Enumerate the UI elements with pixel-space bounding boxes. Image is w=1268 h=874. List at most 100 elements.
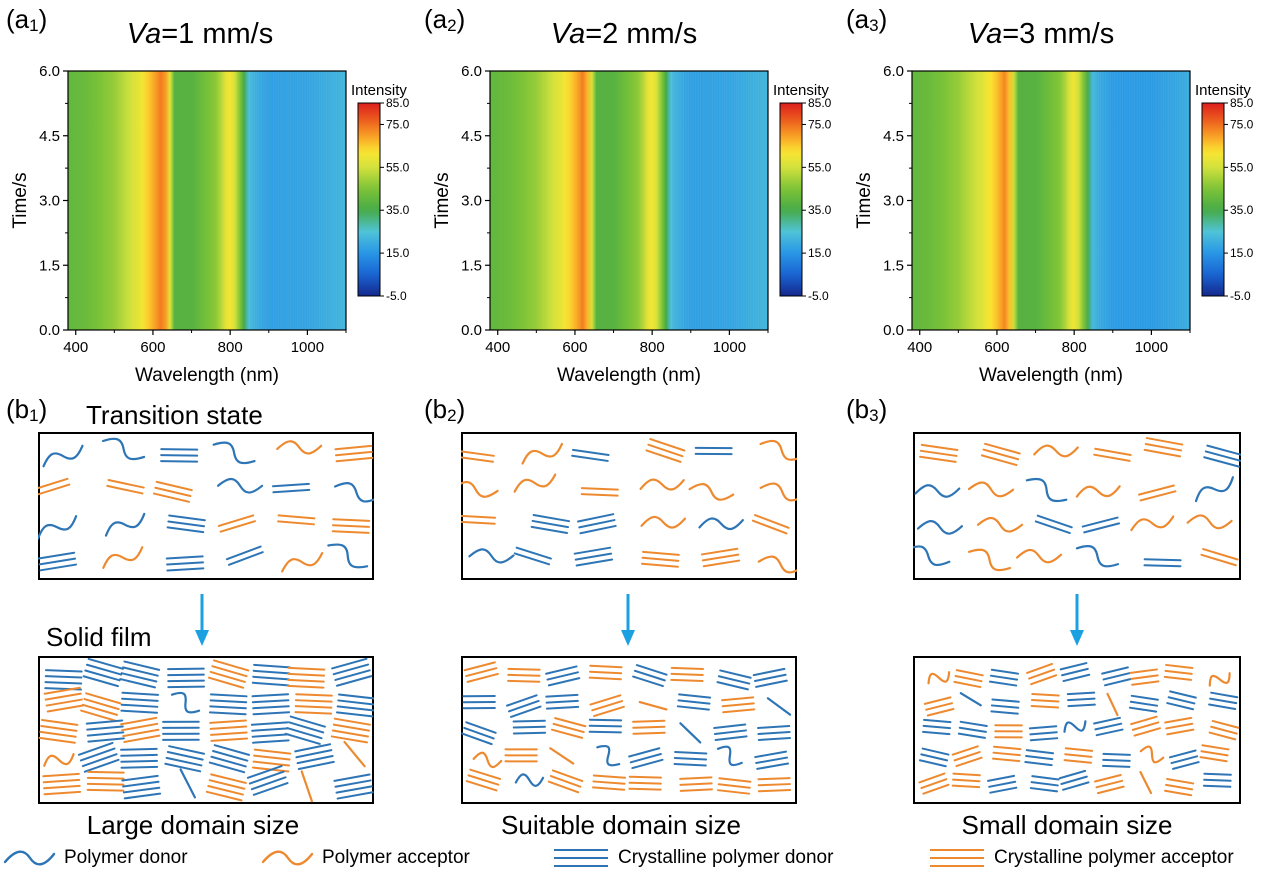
colorbar-tick-label: 15.0 <box>386 246 410 260</box>
polymer-donor-chain <box>716 745 743 767</box>
arrow-head <box>195 630 209 646</box>
stack-line <box>1130 674 1159 680</box>
stack-line <box>589 664 623 669</box>
stack-line <box>86 788 125 792</box>
stack-line <box>1209 697 1238 705</box>
polymer-donor-chain <box>1194 476 1235 503</box>
stack-line <box>507 673 541 677</box>
stack-line <box>166 561 205 566</box>
stack-line <box>988 780 1017 788</box>
crystalline-donor-stack <box>577 513 617 535</box>
stack-line <box>753 673 787 682</box>
acceptor-segment <box>638 700 668 711</box>
chart-title-1: Va=1 mm/s <box>126 18 274 50</box>
crystalline-donor-stack <box>208 744 251 774</box>
crystalline-acceptor-stack <box>751 514 790 535</box>
crystalline-acceptor-stack <box>628 775 662 791</box>
crystalline-donor-stack <box>120 747 159 769</box>
crystalline-acceptor-stack <box>580 487 619 497</box>
stack-line <box>86 725 124 731</box>
crystalline-acceptor-stack <box>152 480 193 503</box>
crystalline-donor-stack <box>1058 769 1090 791</box>
stack-line <box>631 758 664 770</box>
polymer-donor-chain <box>42 444 84 468</box>
crystalline-acceptor-stack <box>507 667 541 683</box>
panel-label-a1: (a1) <box>6 4 48 35</box>
stack-line <box>208 779 246 790</box>
stack-line <box>469 768 502 780</box>
colorbar-tick-label: 15.0 <box>1230 246 1254 260</box>
stack-line <box>120 753 158 757</box>
stack-line <box>670 672 704 676</box>
colorbar-tick-label: 15.0 <box>808 246 832 260</box>
stack-line <box>645 449 682 463</box>
stack-line <box>85 719 124 725</box>
crystalline-donor-stack <box>121 774 162 800</box>
crystalline-donor-stack <box>1203 444 1241 468</box>
stack-line <box>287 672 326 677</box>
stack-line <box>120 765 159 769</box>
stack-line <box>579 524 617 535</box>
stack-line <box>225 545 262 561</box>
stack-line <box>593 705 625 718</box>
stack-line <box>717 783 751 789</box>
stack-line <box>990 704 1020 709</box>
x-tick-label: 600 <box>984 339 1009 356</box>
crystalline-donor-stack <box>77 741 120 773</box>
stack-line <box>85 692 122 705</box>
legend-wave <box>261 850 314 866</box>
crystalline-acceptor-stack <box>1143 437 1184 458</box>
stack-line <box>588 670 623 675</box>
y-tick-label: 4.5 <box>39 128 60 145</box>
colorbar-tick-label: 85.0 <box>808 96 832 110</box>
stack-line <box>120 703 159 708</box>
x-tick-label: 800 <box>218 339 243 356</box>
stack-line <box>1206 444 1241 457</box>
stack-line <box>251 699 290 704</box>
stack-line <box>86 731 125 737</box>
stack-line <box>331 657 368 670</box>
stack-line <box>121 722 159 732</box>
stack-line <box>210 755 247 768</box>
stack-line <box>82 675 119 688</box>
stack-line <box>1170 755 1199 765</box>
crystalline-donor-stack <box>164 745 206 773</box>
crystalline-donor-stack <box>632 664 668 688</box>
stack-line <box>1102 752 1131 756</box>
stack-line <box>992 751 1021 757</box>
crystalline-donor-stack <box>1029 775 1060 793</box>
crystalline-acceptor-stack <box>331 518 371 534</box>
stack-line <box>546 671 579 681</box>
stack-line <box>716 681 749 691</box>
stack-line <box>83 758 120 773</box>
stack-line <box>592 774 627 779</box>
polymer-donor-chain <box>327 543 369 569</box>
y-tick-label: 0.0 <box>883 322 904 339</box>
stack-line <box>923 696 952 705</box>
stack-line <box>86 782 125 786</box>
stack-line <box>1200 553 1237 567</box>
stack-line <box>228 551 264 566</box>
stack-line <box>580 493 619 497</box>
stack-line <box>107 479 145 489</box>
crystalline-donor-stack <box>162 720 200 741</box>
stack-line <box>1066 691 1096 696</box>
stack-line <box>1028 668 1056 680</box>
stack-line <box>296 754 334 765</box>
stack-line <box>166 751 204 761</box>
stack-line <box>547 780 580 794</box>
y-tick-label: 1.5 <box>461 257 482 274</box>
y-tick-label: 1.5 <box>883 257 904 274</box>
stack-line <box>217 514 255 527</box>
x-tick-label: 400 <box>907 339 932 356</box>
stack-line <box>1165 783 1194 791</box>
stack-line <box>1034 520 1071 535</box>
transition-box-1 <box>38 432 374 580</box>
crystalline-donor-stack <box>1202 772 1232 788</box>
y-tick-label: 6.0 <box>39 63 60 80</box>
crystalline-donor-stack <box>167 667 206 689</box>
transition-box-2 <box>461 432 797 580</box>
stack-line <box>756 762 790 770</box>
stack-line <box>588 724 623 728</box>
stack-line <box>252 705 290 710</box>
